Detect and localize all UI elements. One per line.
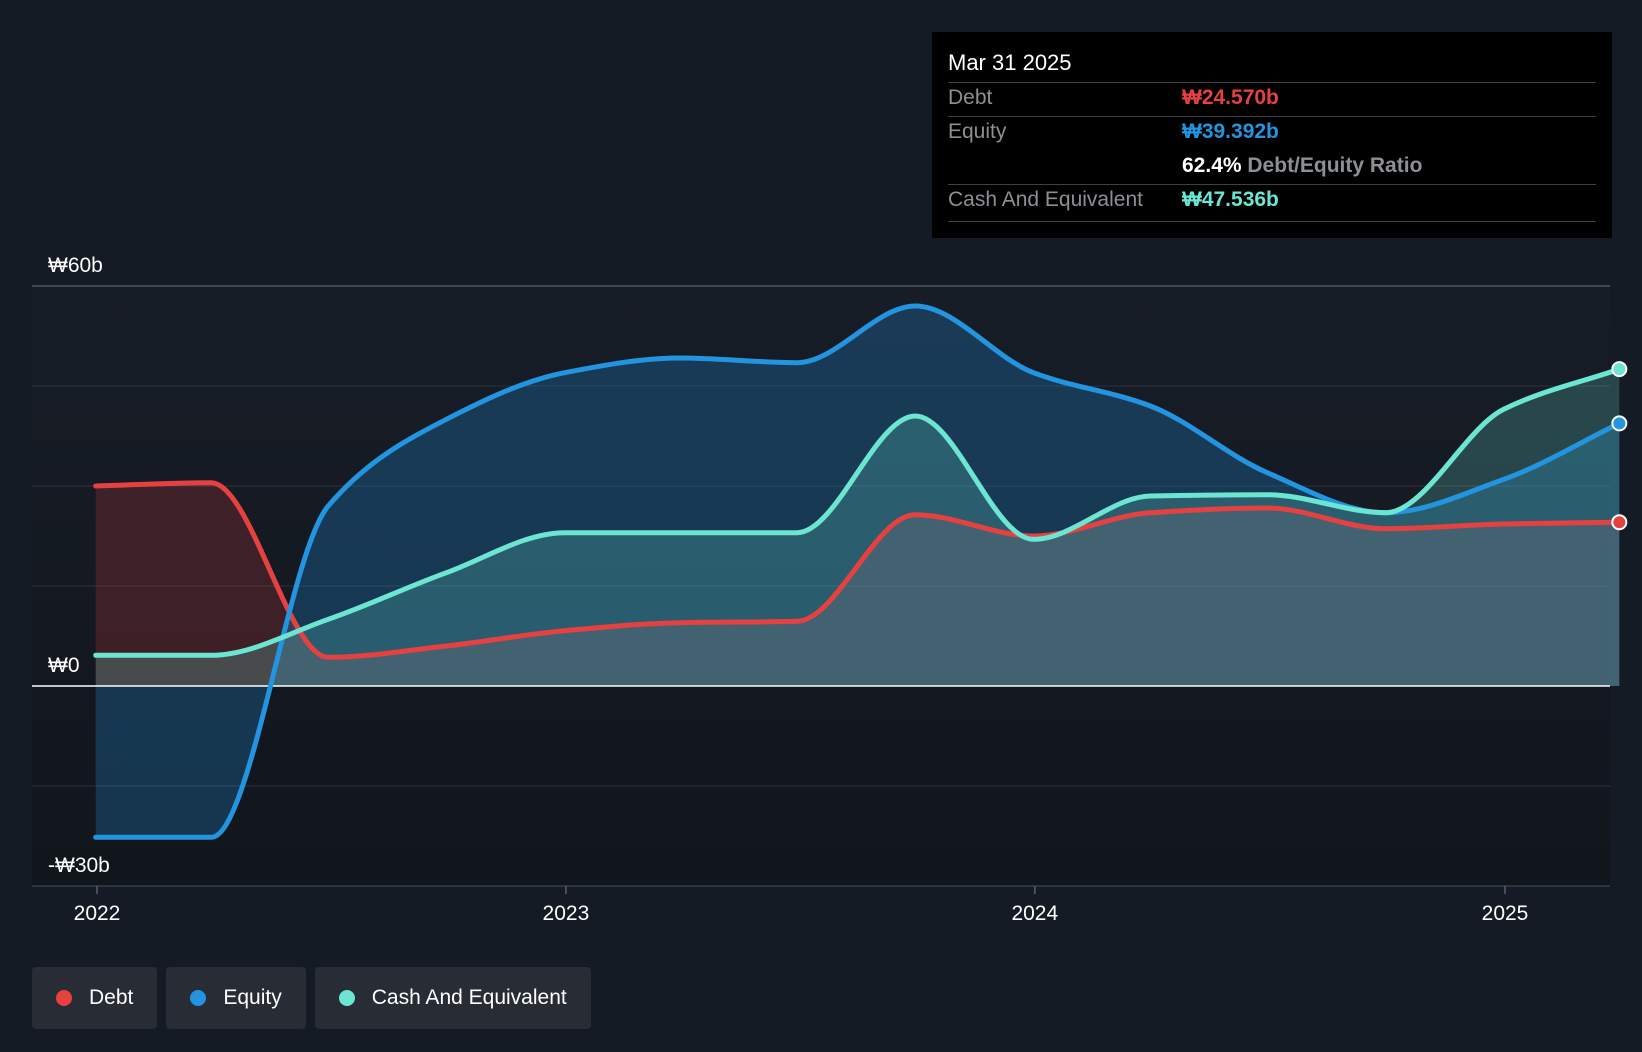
y-tick-label: ₩0	[48, 654, 80, 677]
end-marker-equity	[1611, 415, 1628, 432]
tooltip-debt-label: Debt	[948, 86, 993, 109]
end-marker-cash-and-equivalent	[1611, 361, 1628, 378]
line-cash-and-equivalent	[93, 366, 1622, 658]
legend-label-debt: Debt	[89, 986, 134, 1009]
legend-item-cash[interactable]: Cash And Equivalent	[314, 967, 591, 1029]
tooltip-row-ratio: 62.4% Debt/Equity Ratio	[948, 150, 1596, 184]
debt-dot-icon	[56, 990, 72, 1006]
tooltip-equity-label: Equity	[948, 120, 1007, 143]
x-tick-label: 2023	[543, 902, 590, 925]
x-tick-label: 2024	[1011, 902, 1058, 925]
equity-dot-icon	[190, 990, 207, 1006]
tooltip-debt-value: ₩24.570b	[1182, 86, 1279, 109]
cash-dot-icon	[338, 990, 355, 1006]
tooltip-panel: Mar 31 2025 Debt ₩24.570b Equity ₩39.392…	[932, 32, 1612, 238]
area-cash-and-equivalent	[95, 369, 1620, 686]
end-marker-debt	[1611, 514, 1628, 531]
y-tick-label: ₩60b	[48, 254, 103, 277]
area-debt	[95, 482, 1620, 686]
tooltip-equity-value: ₩39.392b	[1182, 120, 1279, 143]
tooltip-row-cash: Cash And Equivalent ₩47.536b	[948, 184, 1596, 218]
chart-legend: Debt Equity Cash And Equivalent	[32, 967, 591, 1029]
tooltip-divider	[948, 221, 1596, 222]
line-debt	[93, 480, 1622, 660]
area-equity	[95, 306, 1620, 838]
tooltip-divider	[948, 82, 1596, 83]
tooltip-row-debt: Debt ₩24.570b	[948, 82, 1596, 116]
legend-item-equity[interactable]: Equity	[166, 967, 306, 1029]
tooltip-row-equity: Equity ₩39.392b	[948, 116, 1596, 150]
tooltip-ratio-label: Debt/Equity Ratio	[1247, 154, 1423, 177]
tooltip-cash-label: Cash And Equivalent	[948, 188, 1143, 211]
tooltip-ratio: 62.4% Debt/Equity Ratio	[1182, 154, 1422, 178]
tooltip-cash-value: ₩47.536b	[1182, 188, 1279, 211]
tooltip-divider	[948, 116, 1596, 117]
legend-label-equity: Equity	[223, 986, 282, 1009]
tooltip-ratio-value: 62.4%	[1182, 154, 1242, 177]
x-tick-label: 2025	[1482, 902, 1529, 925]
tooltip-divider	[948, 184, 1596, 185]
x-tick-label: 2022	[74, 902, 121, 925]
legend-item-debt[interactable]: Debt	[32, 967, 158, 1029]
tooltip-date: Mar 31 2025	[948, 50, 1072, 75]
legend-label-cash: Cash And Equivalent	[371, 986, 567, 1009]
y-tick-label: -₩30b	[48, 854, 110, 877]
